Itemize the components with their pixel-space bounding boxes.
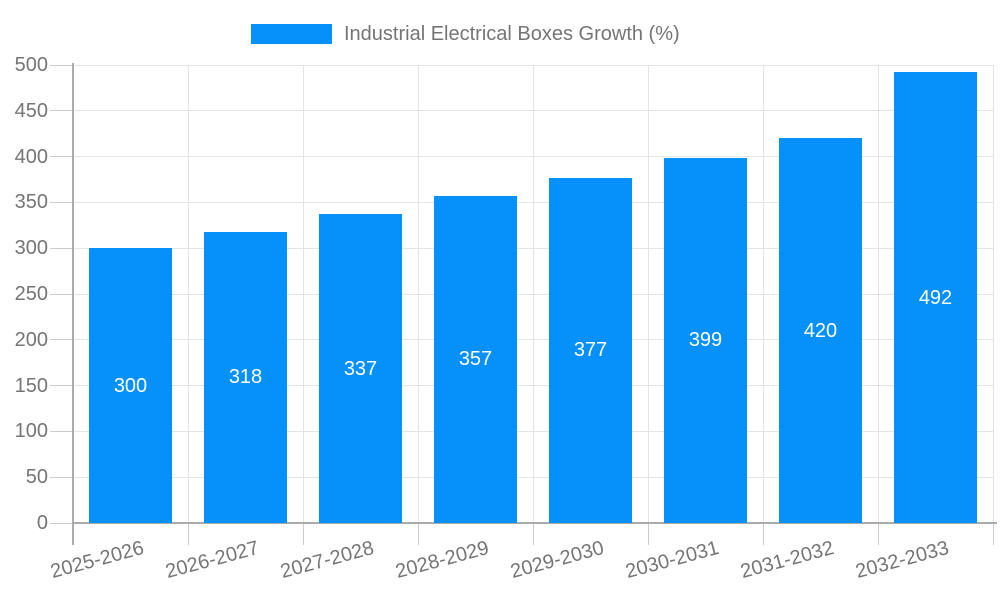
x-axis-line [73,522,997,524]
v-gridline [647,65,649,523]
v-gridline [992,65,994,523]
y-tick-mark [50,339,73,341]
x-axis-tick-label: 2028-2029 [393,537,492,584]
y-tick-mark [50,156,73,158]
x-axis-tick-label: 2029-2030 [508,537,607,584]
x-tick-mark [992,523,994,545]
legend-swatch[interactable] [251,24,332,44]
y-axis-tick-label: 450 [14,99,48,122]
y-tick-mark [50,247,73,249]
x-tick-mark [417,523,419,545]
v-gridline [187,65,189,523]
v-gridline [532,65,534,523]
y-tick-mark [50,293,73,295]
bar-2030-2031[interactable] [664,157,747,523]
bar-value-label: 337 [343,357,378,380]
x-tick-mark [302,523,304,545]
bar-2027-2028[interactable] [319,214,402,523]
x-axis-tick-label: 2031-2032 [738,537,837,584]
y-tick-mark [50,64,73,66]
y-axis-tick-label: 200 [14,328,48,351]
y-tick-mark [50,522,73,524]
legend[interactable]: Industrial Electrical Boxes Growth (%) [251,22,680,46]
legend-label: Industrial Electrical Boxes Growth (%) [344,23,680,45]
y-axis-tick-label: 400 [14,145,48,168]
y-axis-tick-label: 50 [25,466,48,489]
x-tick-mark [72,523,74,545]
y-axis-tick-label: 100 [14,420,48,443]
bar-2029-2030[interactable] [549,177,632,523]
x-axis-tick-label: 2032-2033 [853,537,952,584]
y-axis-tick-label: 300 [14,237,48,260]
v-gridline [762,65,764,523]
bar-2026-2027[interactable] [204,231,287,523]
y-tick-mark [50,201,73,203]
x-axis-tick-label: 2025-2026 [48,537,147,584]
bar-value-label: 399 [688,329,723,352]
y-axis-line [72,63,74,523]
y-axis-tick-label: 0 [36,512,48,534]
y-tick-mark [50,476,73,478]
bar-value-label: 377 [573,339,608,362]
v-gridline [302,65,304,523]
bar-2032-2033[interactable] [894,72,977,523]
bar-2028-2029[interactable] [434,195,517,523]
x-axis-tick-label: 2027-2028 [278,537,377,584]
bar-value-label: 420 [803,319,838,342]
x-tick-mark [187,523,189,545]
bar-value-label: 357 [458,348,493,371]
x-tick-mark [877,523,879,545]
y-tick-mark [50,385,73,387]
x-tick-mark [532,523,534,545]
y-axis-tick-label: 350 [14,191,48,214]
y-tick-mark [50,110,73,112]
bar-value-label: 318 [228,366,263,389]
bar-value-label: 300 [113,374,148,397]
y-axis-tick-label: 500 [14,54,48,76]
bar-value-label: 492 [918,286,953,309]
v-gridline [877,65,879,523]
v-gridline [417,65,419,523]
y-tick-mark [50,430,73,432]
bar-2025-2026[interactable] [89,248,172,523]
x-axis-tick-label: 2030-2031 [623,537,722,584]
y-axis-tick-label: 250 [14,283,48,305]
x-tick-mark [647,523,649,545]
x-axis-tick-label: 2026-2027 [163,537,262,584]
bar-2031-2032[interactable] [779,138,862,523]
x-tick-mark [762,523,764,545]
y-axis-tick-label: 150 [14,374,48,397]
